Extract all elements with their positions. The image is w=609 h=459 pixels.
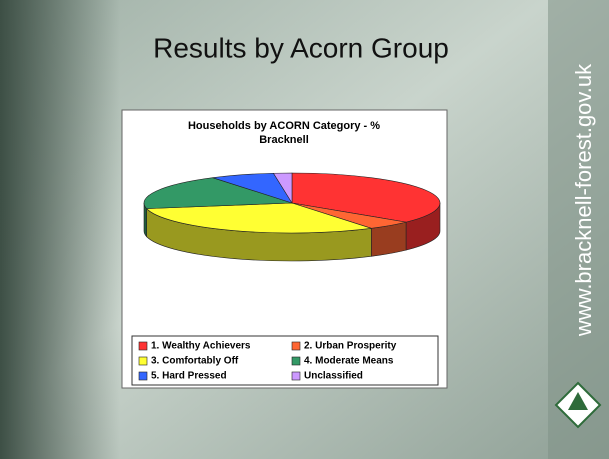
pie-slice <box>291 172 441 223</box>
legend-label: 1. Wealthy Achievers <box>151 341 251 352</box>
pie-slice <box>143 177 293 209</box>
legend-label: 3. Comfortably Off <box>151 356 239 367</box>
legend-swatch <box>291 341 301 351</box>
pie-slice <box>145 202 372 234</box>
legend-label: 2. Urban Prosperity <box>304 341 397 352</box>
legend-label: 5. Hard Pressed <box>151 371 227 382</box>
legend-swatch <box>138 356 148 366</box>
chart-title: Households by ACORN Category - % <box>188 120 380 132</box>
legend-swatch <box>291 371 301 381</box>
legend-label: 4. Moderate Means <box>304 356 394 367</box>
legend-swatch <box>291 356 301 366</box>
background-shade <box>0 0 120 459</box>
legend-swatch <box>138 341 148 351</box>
legend <box>131 335 439 386</box>
pie-slice <box>272 172 293 205</box>
legend-label: Unclassified <box>304 371 363 382</box>
side-text: www.bracknell-forest.gov.uk <box>571 63 596 337</box>
chart-subtitle: Bracknell <box>259 134 309 146</box>
logo <box>554 381 602 429</box>
legend-swatch <box>138 371 148 381</box>
slide-title: Results by Acorn Group <box>153 32 449 63</box>
